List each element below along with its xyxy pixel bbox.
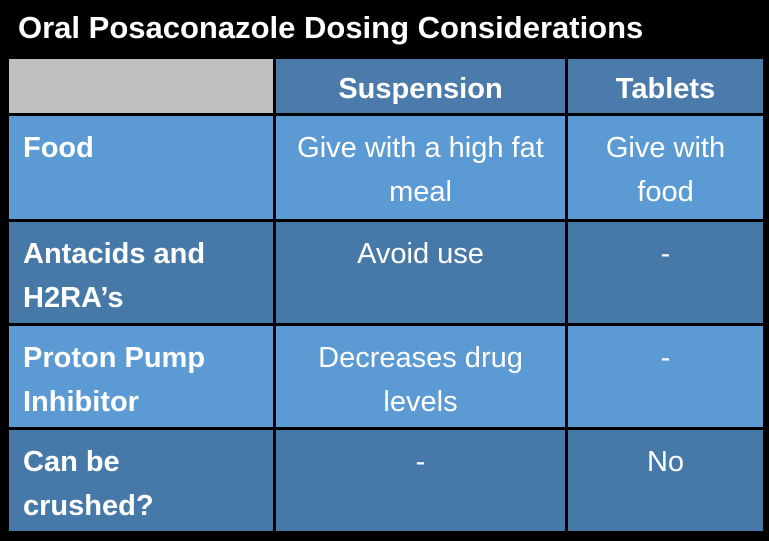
row-header-crushed: Can be crushed? [6, 427, 276, 534]
cell-food-suspension: Give with a high fat meal [273, 113, 568, 222]
cell-antacids-suspension: Avoid use [273, 219, 568, 326]
cell-crushed-tablets: No [565, 427, 766, 534]
column-header-tablets: Tablets [565, 56, 766, 116]
page-title: Oral Posaconazole Dosing Considerations [18, 10, 644, 45]
cell-ppi-tablets: - [565, 323, 766, 430]
cell-antacids-tablets: - [565, 219, 766, 326]
row-header-food: Food [6, 113, 276, 222]
table-row-crushed: Can be crushed? - No [6, 427, 766, 534]
header-row: Suspension Tablets [6, 56, 766, 116]
row-header-ppi: Proton Pump Inhibitor [6, 323, 276, 430]
corner-cell [6, 56, 276, 116]
title-bar: Oral Posaconazole Dosing Considerations [6, 0, 763, 56]
table-row-ppi: Proton Pump Inhibitor Decreases drug lev… [6, 323, 766, 430]
column-header-suspension: Suspension [273, 56, 568, 116]
row-header-antacids: Antacids and H2RA’s [6, 219, 276, 326]
dosing-table: Suspension Tablets Food Give with a high… [6, 56, 766, 534]
table-row-food: Food Give with a high fat meal Give with… [6, 113, 766, 222]
cell-food-tablets: Give with food [565, 113, 766, 222]
cell-crushed-suspension: - [273, 427, 568, 534]
cell-ppi-suspension: Decreases drug levels [273, 323, 568, 430]
table-row-antacids: Antacids and H2RA’s Avoid use - [6, 219, 766, 326]
